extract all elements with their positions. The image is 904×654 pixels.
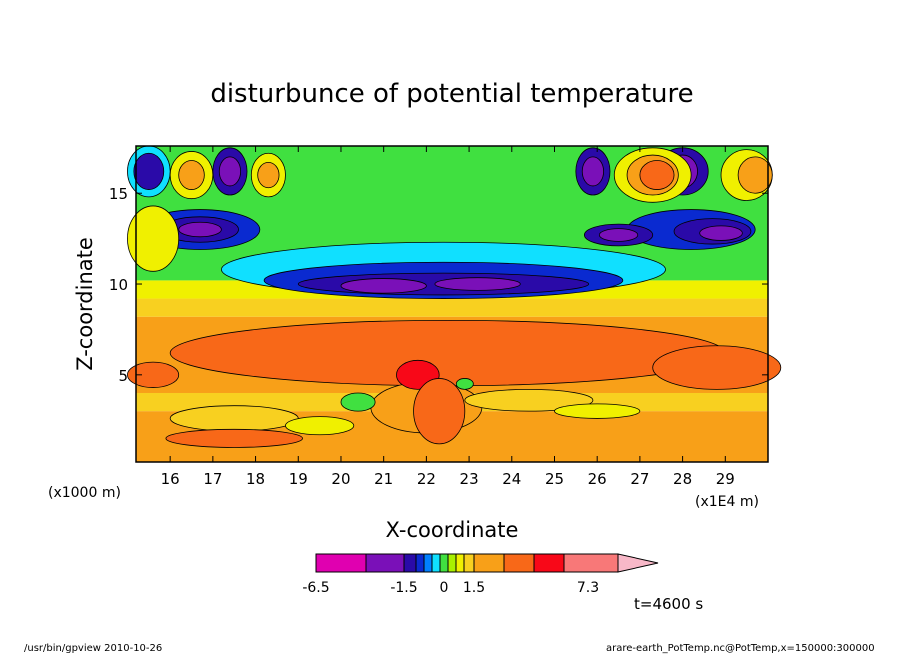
plot-area: 16 17 18 19 20 21 22 23 24 25 26 27 28 29 5 10 15 [109, 145, 782, 488]
colorbar-segment [503, 553, 535, 573]
contour-blob [218, 156, 242, 187]
x-tick-label: 27 [630, 470, 649, 488]
contour-blob [285, 416, 355, 436]
contour-blob [127, 361, 180, 388]
plot-frame [135, 145, 769, 463]
colorbar-segment [415, 553, 425, 573]
contour-blob [133, 152, 165, 190]
x-tick-label: 20 [331, 470, 350, 488]
colorbar-segment [431, 553, 441, 573]
contour-blob [169, 319, 726, 387]
contour-blob [699, 225, 743, 241]
contour-blob [165, 428, 303, 448]
colorbar-tick-label: 1.5 [463, 580, 485, 596]
contour-blob [413, 378, 466, 445]
y-tick-label: 15 [109, 185, 128, 203]
x-tick-label: 23 [460, 470, 479, 488]
colorbar-segment [463, 553, 475, 573]
x-tick-label: 16 [161, 470, 180, 488]
chart-title: disturbunce of potential temperature [210, 79, 693, 109]
contour-blob [598, 228, 639, 242]
contour-blob [257, 161, 280, 189]
y-tick-label: 10 [109, 276, 128, 294]
contour-band [136, 298, 768, 317]
colorbar-segment [315, 553, 367, 573]
colorbar-tick-label: 7.3 [577, 580, 599, 596]
colorbar-segment [533, 553, 565, 573]
contour-blob [455, 378, 474, 390]
contour-blob [178, 160, 205, 190]
contour-blob [178, 221, 222, 238]
time-label: t=4600 s [634, 595, 703, 613]
y-axis-label: Z-coordinate [73, 237, 97, 371]
x-tick-label: 21 [374, 470, 393, 488]
x-tick-label: 22 [417, 470, 436, 488]
contour-blob [340, 278, 427, 294]
contour-blob [434, 277, 521, 291]
contour-blob [737, 156, 773, 194]
colorbar-segment [403, 553, 417, 573]
colorbar [315, 553, 659, 573]
x-tick-label: 25 [545, 470, 564, 488]
y-tick-label: 5 [118, 367, 128, 385]
colorbar-segment [365, 553, 405, 573]
y-ticks: 5 10 15 [109, 185, 768, 385]
x-unit-label: (x1E4 m) [695, 494, 759, 510]
colorbar-tick-labels: -6.5 -1.5 0 1.5 7.3 [302, 580, 599, 596]
x-tick-label: 19 [289, 470, 308, 488]
x-tick-label: 18 [246, 470, 265, 488]
contour-field [127, 145, 782, 462]
x-tick-label: 26 [588, 470, 607, 488]
x-tick-label: 28 [673, 470, 692, 488]
x-ticks: 16 17 18 19 20 21 22 23 24 25 26 27 28 29 [161, 146, 735, 488]
contour-blob [554, 403, 641, 419]
program-label: /usr/bin/gpview 2010-10-26 [24, 643, 162, 654]
colorbar-extend-arrow [617, 553, 659, 573]
contour-blob [464, 388, 594, 412]
colorbar-segment [439, 553, 449, 573]
x-axis-label: X-coordinate [386, 518, 519, 542]
x-tick-label: 24 [502, 470, 521, 488]
colorbar-segment [423, 553, 433, 573]
colorbar-tick-label: -6.5 [302, 580, 329, 596]
colorbar-segment [455, 553, 465, 573]
file-label: arare-earth_PotTemp.nc@PotTemp,x=150000:… [606, 643, 875, 654]
contour-blob [652, 345, 782, 390]
colorbar-tick-label: -1.5 [390, 580, 417, 596]
colorbar-segment [563, 553, 619, 573]
colorbar-tick-label: 0 [440, 580, 449, 596]
contour-blob [581, 156, 604, 187]
contour-blob [127, 205, 180, 272]
y-unit-label: (x1000 m) [48, 485, 121, 501]
contour-blob [639, 160, 675, 190]
x-tick-label: 17 [203, 470, 222, 488]
contour-blob [169, 405, 299, 432]
contour-blob [340, 392, 376, 412]
x-tick-label: 29 [716, 470, 735, 488]
colorbar-segment [473, 553, 505, 573]
colorbar-segment [447, 553, 457, 573]
